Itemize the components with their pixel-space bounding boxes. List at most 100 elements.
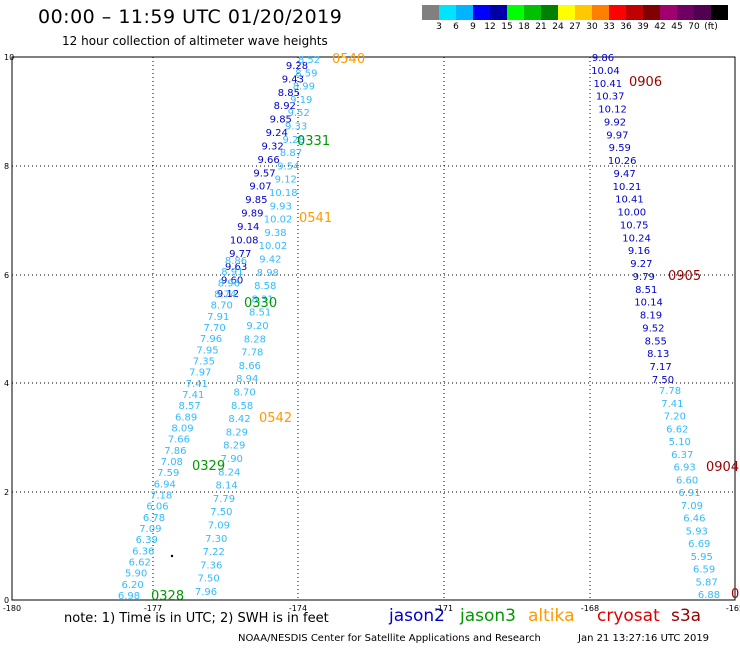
wave-height-reading: 9.28 <box>286 61 308 72</box>
wave-height-reading: 6.91 <box>678 488 700 499</box>
wave-height-reading: 7.91 <box>207 312 229 323</box>
color-swatch <box>439 5 456 20</box>
wave-height-reading: 9.60 <box>221 276 243 287</box>
color-scale-label: 30 <box>586 22 598 32</box>
wave-height-reading: 10.04 <box>591 66 620 77</box>
pass-label: 0329 <box>192 459 225 474</box>
wave-height-reading: 8.70 <box>233 388 255 399</box>
wave-height-reading: 9.38 <box>264 228 286 239</box>
color-swatch <box>541 5 558 20</box>
wave-height-reading: 9.86 <box>592 53 614 64</box>
wave-height-reading: 9.92 <box>604 117 626 128</box>
legend-item-cryosat: cryosat <box>597 606 660 626</box>
wave-height-reading: 6.39 <box>136 535 158 546</box>
wave-height-reading: 7.22 <box>203 547 225 558</box>
x-axis-label: -177 <box>144 604 162 613</box>
wave-height-reading: 9.19 <box>290 95 312 106</box>
wave-height-reading: 8.29 <box>226 427 248 438</box>
wave-height-reading: 8.57 <box>178 401 200 412</box>
wave-height-reading: 9.66 <box>257 155 279 166</box>
pass-label: 0904 <box>706 460 739 475</box>
wave-height-reading: 10.75 <box>620 220 649 231</box>
pass-label: 0331 <box>297 134 330 149</box>
x-axis-label: -171 <box>435 604 453 613</box>
wave-height-reading: 10.02 <box>264 215 293 226</box>
y-axis-label: 4 <box>4 379 9 388</box>
color-scale-label: 9 <box>470 22 476 32</box>
wave-height-reading: 8.87 <box>280 148 302 159</box>
wave-height-reading: 6.37 <box>671 450 693 461</box>
wave-height-reading: 5.95 <box>691 552 713 563</box>
color-scale-label: 24 <box>552 22 564 32</box>
wave-height-reading: 8.51 <box>635 285 657 296</box>
color-swatch <box>473 5 490 20</box>
wave-height-reading: 10.41 <box>593 79 622 90</box>
wave-height-reading: 9.59 <box>609 143 631 154</box>
x-axis-label: -165 <box>726 604 740 613</box>
color-swatch <box>660 5 677 20</box>
legend-item-altika: altika <box>528 606 575 626</box>
wave-height-reading: 9.24 <box>266 128 288 139</box>
color-swatch <box>609 5 626 20</box>
wave-height-reading: 8.58 <box>254 281 276 292</box>
wave-height-reading: 10.14 <box>634 298 663 309</box>
pass-label: 0903 <box>731 587 740 602</box>
y-axis-label: 8 <box>4 162 9 171</box>
wave-height-reading: 9.32 <box>261 142 283 153</box>
wave-height-reading: 9.77 <box>229 249 251 260</box>
y-axis-label: 0 <box>4 596 9 605</box>
map-frame <box>11 56 736 601</box>
wave-height-reading: 10.18 <box>269 188 298 199</box>
color-scale-label: 39 <box>637 22 649 32</box>
color-swatch <box>558 5 575 20</box>
pass-label: 0541 <box>299 211 332 226</box>
wave-height-reading: 9.47 <box>613 169 635 180</box>
wave-height-reading: 8.96 <box>218 278 240 289</box>
color-swatch <box>490 5 507 20</box>
wave-height-reading: 7.18 <box>150 491 172 502</box>
y-axis-label: 6 <box>4 271 9 280</box>
pass-label: 0330 <box>244 296 277 311</box>
wave-height-reading: 8.51 <box>249 308 271 319</box>
color-swatch <box>422 5 439 20</box>
wave-height-reading: 8.13 <box>647 349 669 360</box>
wave-height-reading: 6.46 <box>683 514 705 525</box>
wave-height-reading: 7.96 <box>195 587 217 598</box>
wave-height-reading: 8.58 <box>231 401 253 412</box>
wave-height-reading: 7.59 <box>157 468 179 479</box>
pass-label: 0906 <box>629 75 662 90</box>
wave-height-reading: 8.24 <box>218 467 240 478</box>
wave-height-reading: 8.85 <box>278 88 300 99</box>
wave-height-reading: 7.90 <box>221 454 243 465</box>
legend-item-s3a: s3a <box>671 606 702 626</box>
wave-height-reading: 7.50 <box>652 375 674 386</box>
wave-height-reading: 6.93 <box>673 463 695 474</box>
legend-item-jason2: jason2 <box>389 606 445 626</box>
wave-height-reading: 10.41 <box>615 195 644 206</box>
color-swatch <box>643 5 660 20</box>
wave-height-reading: 9.28 <box>282 135 304 146</box>
color-scale-label: 36 <box>620 22 632 32</box>
wave-height-reading: 9.93 <box>270 201 292 212</box>
pass-label: 0905 <box>668 269 701 284</box>
wave-height-reading: 10.37 <box>596 92 625 103</box>
wave-height-reading: 9.52 <box>288 108 310 119</box>
wave-height-reading: 7.30 <box>205 534 227 545</box>
wave-height-reading: 6.62 <box>129 558 151 569</box>
color-scale-label: 27 <box>569 22 581 32</box>
wave-height-reading: 8.31 <box>251 294 273 305</box>
wave-height-reading: 9.89 <box>241 209 263 220</box>
legend-item-jason3: jason3 <box>460 606 516 626</box>
wave-height-reading: 10.08 <box>230 235 259 246</box>
wave-height-reading: 6.06 <box>146 502 168 513</box>
color-swatch <box>711 5 728 20</box>
wave-height-reading: 9.07 <box>249 182 271 193</box>
wave-height-reading: 9.42 <box>259 255 281 266</box>
wave-height-reading: 7.08 <box>161 457 183 468</box>
wave-height-reading: 9.27 <box>630 259 652 270</box>
wave-height-reading: 10.00 <box>617 208 646 219</box>
wave-height-reading: 7.35 <box>193 357 215 368</box>
wave-height-reading: 7.86 <box>164 446 186 457</box>
wave-height-reading: 8.29 <box>223 441 245 452</box>
data-dot <box>170 554 174 558</box>
